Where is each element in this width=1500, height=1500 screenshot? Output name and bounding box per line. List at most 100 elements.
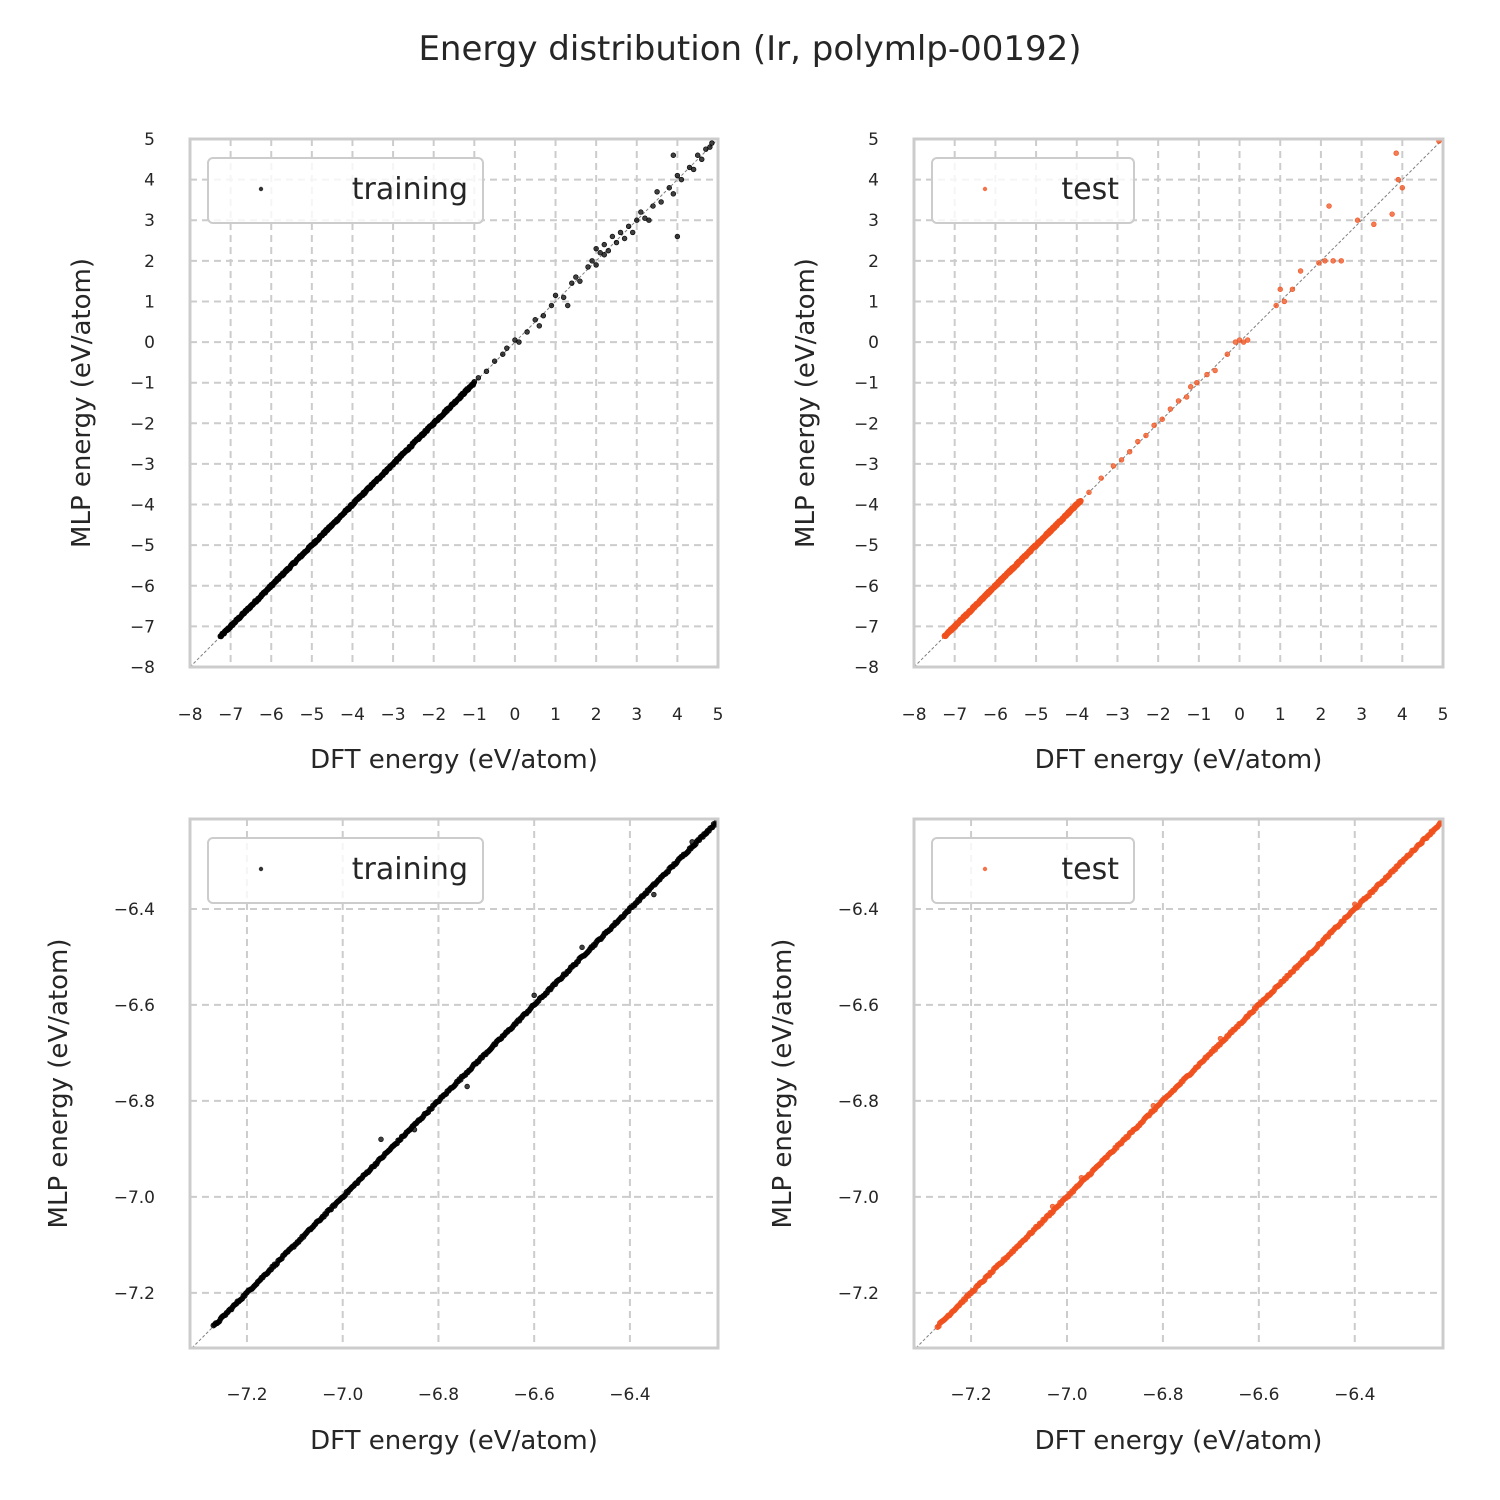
- x-tick-label: 1: [550, 705, 561, 725]
- legend-label: training: [352, 172, 468, 207]
- x-tick-label: −4: [340, 705, 365, 725]
- x-tick-label: 2: [1316, 705, 1327, 725]
- data-point: [1151, 422, 1157, 429]
- x-tick-label: −3: [1105, 705, 1130, 725]
- data-point: [654, 189, 660, 195]
- data-point: [593, 262, 599, 268]
- grid: [913, 138, 1444, 668]
- data-point: [1217, 1035, 1224, 1042]
- data-point: [1399, 185, 1406, 191]
- y-tick-label: 1: [868, 292, 879, 312]
- legend: test: [931, 157, 1135, 224]
- y-tick-label: −7: [854, 617, 879, 637]
- data-point: [699, 156, 705, 163]
- data-point: [560, 294, 567, 301]
- data-point: [638, 209, 644, 215]
- data-point: [464, 1083, 470, 1090]
- y-tick-label: 4: [144, 171, 155, 191]
- panel-bottom-right: −7.2 −7.0 −6.8 −6.6 −6.4 −7.2 −7.0 −6.8 −6.6 −6.4…: [768, 817, 1445, 1456]
- data-point: [1135, 438, 1141, 445]
- data-point: [548, 302, 555, 309]
- data-point: [579, 944, 585, 951]
- y-tick-label: −2: [130, 414, 155, 434]
- data-point: [1297, 268, 1304, 274]
- data-point: [475, 375, 482, 381]
- data-point: [1159, 416, 1165, 422]
- y-tick-label: 5: [868, 130, 879, 150]
- y-axis-label: MLP energy (eV/atom): [44, 939, 74, 1229]
- x-tick-label: 0: [510, 705, 521, 725]
- x-tick-label: −6: [259, 705, 284, 725]
- data-point: [1354, 217, 1361, 223]
- x-tick-label: 5: [713, 705, 724, 725]
- x-tick-label: −6.4: [609, 1385, 650, 1405]
- data-point: [1385, 872, 1392, 879]
- data-point: [1167, 406, 1174, 412]
- data-point: [1428, 829, 1435, 835]
- x-tick-label: −2: [1146, 705, 1171, 725]
- data-point: [1316, 260, 1322, 266]
- x-tick-label: −6.8: [418, 1385, 459, 1405]
- x-tick-label: 3: [1356, 705, 1367, 725]
- x-tick-label: 5: [1438, 705, 1449, 725]
- legend-marker: [258, 186, 264, 192]
- legend-box: [207, 157, 484, 224]
- data-point: [1126, 449, 1133, 455]
- grid: [914, 819, 1443, 1348]
- data-point: [1188, 384, 1194, 390]
- x-tick-label: −7.2: [950, 1385, 991, 1405]
- data-point: [1281, 298, 1288, 305]
- data-point: [1086, 489, 1092, 496]
- data-point: [678, 176, 685, 183]
- panel-top-left: −8 −7 −6 −5 −4 −3 −2 −1 0 1 2 3 4 5 −8 −7 −6 −5 −4 −3 −2 −1 0 1…: [67, 130, 723, 775]
- data-point: [552, 292, 559, 299]
- data-point: [1371, 221, 1377, 227]
- y-tick-label: −6.8: [114, 1092, 155, 1112]
- data-point: [1289, 286, 1296, 292]
- data-point: [617, 229, 624, 236]
- x-tick-label: −3: [381, 705, 406, 725]
- data-point: [532, 317, 538, 323]
- x-axis-label: DFT energy (eV/atom): [310, 745, 598, 775]
- data-point: [1204, 371, 1210, 378]
- data-point: [500, 351, 506, 357]
- axes-frame: [188, 817, 720, 1350]
- x-axis-label: DFT energy (eV/atom): [310, 1426, 598, 1456]
- data-point: [613, 239, 620, 246]
- x-tick-label: −6.6: [514, 1385, 555, 1405]
- data-point: [340, 1194, 346, 1200]
- x-tick-label: −8: [177, 705, 202, 725]
- data-point: [666, 185, 672, 191]
- data-point: [658, 199, 664, 205]
- y-tick-label: −3: [130, 455, 155, 475]
- y-tick-label: −7.2: [114, 1284, 155, 1304]
- y-tick-label: −6: [854, 577, 879, 597]
- data-point: [674, 233, 681, 240]
- data-point: [1110, 463, 1117, 469]
- diagonal-line: [913, 138, 1444, 668]
- x-tick-label: −6: [983, 705, 1008, 725]
- data-point: [483, 368, 490, 375]
- data-point: [491, 358, 498, 364]
- data-point: [651, 891, 657, 898]
- y-tick-label: −7.0: [838, 1188, 879, 1208]
- data-point: [504, 345, 510, 351]
- data-point: [569, 280, 575, 286]
- y-tick-label: −7.2: [838, 1284, 879, 1304]
- series-test: [934, 819, 1444, 1330]
- legend: training: [207, 157, 484, 224]
- x-tick-label: −7.2: [226, 1385, 267, 1405]
- x-tick-label: −2: [421, 705, 446, 725]
- y-tick-label: 0: [144, 333, 155, 353]
- y-tick-label: −1: [854, 374, 879, 394]
- data-point: [536, 323, 542, 329]
- data-point: [646, 217, 652, 223]
- data-point: [603, 930, 609, 936]
- data-point: [1338, 258, 1344, 264]
- y-tick-label: −6.6: [114, 996, 155, 1016]
- data-point: [1118, 457, 1125, 463]
- data-point: [1326, 203, 1332, 209]
- y-axis-label: MLP energy (eV/atom): [768, 939, 798, 1229]
- axes-frame: [912, 817, 1445, 1350]
- x-tick-label: −5: [299, 705, 324, 725]
